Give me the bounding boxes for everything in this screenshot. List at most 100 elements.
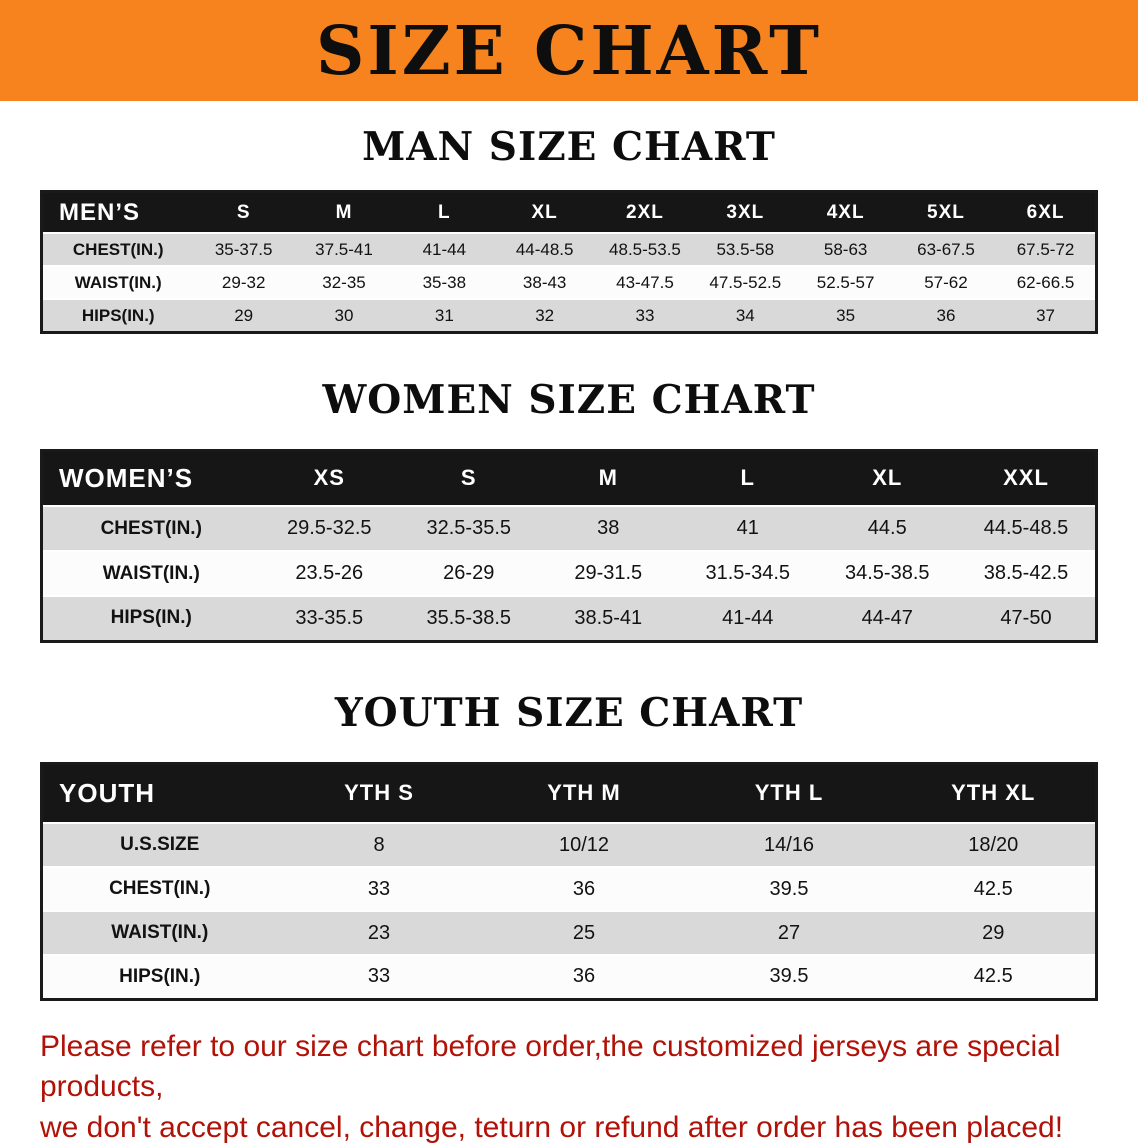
size-value-cell: 39.5 xyxy=(686,954,892,1000)
table-corner-label: YOUTH xyxy=(41,763,277,824)
row-label: WAIST(IN.) xyxy=(41,550,260,597)
row-label: U.S.SIZE xyxy=(41,822,277,868)
size-column-header: L xyxy=(678,450,818,507)
table-row: HIPS(IN.) 29 30 31 32 33 34 35 36 37 xyxy=(41,298,1097,333)
row-label: WAIST(IN.) xyxy=(41,265,194,300)
size-value-cell: 53.5-58 xyxy=(695,232,796,267)
youth-size-table: YOUTH YTH S YTH M YTH L YTH XL U.S.SIZE 8 10/12… xyxy=(40,761,1098,1001)
size-value-cell: 41 xyxy=(678,505,818,552)
size-value-cell: 23.5-26 xyxy=(259,550,399,597)
size-value-cell: 37.5-41 xyxy=(293,232,395,267)
size-value-cell: 36 xyxy=(481,866,687,912)
size-value-cell: 58-63 xyxy=(795,232,896,267)
size-value-cell: 23 xyxy=(276,910,482,956)
size-value-cell: 34 xyxy=(695,298,796,333)
size-value-cell: 38 xyxy=(538,505,678,552)
size-value-cell: 18/20 xyxy=(891,822,1097,868)
size-column-header: M xyxy=(293,191,395,234)
size-value-cell: 10/12 xyxy=(481,822,687,868)
size-value-cell: 36 xyxy=(895,298,997,333)
size-value-cell: 39.5 xyxy=(686,866,892,912)
size-column-header: S xyxy=(193,191,294,234)
men-section-heading: MAN SIZE CHART xyxy=(362,124,776,170)
size-value-cell: 35 xyxy=(795,298,896,333)
size-value-cell: 48.5-53.5 xyxy=(594,232,696,267)
size-value-cell: 38-43 xyxy=(494,265,595,300)
size-value-cell: 33 xyxy=(276,954,482,1000)
size-value-cell: 42.5 xyxy=(891,954,1097,1000)
size-value-cell: 44-48.5 xyxy=(494,232,595,267)
size-value-cell: 33 xyxy=(594,298,696,333)
size-value-cell: 47.5-52.5 xyxy=(695,265,796,300)
size-value-cell: 57-62 xyxy=(895,265,997,300)
table-row: U.S.SIZE 8 10/12 14/16 18/20 xyxy=(41,822,1097,868)
table-row: HIPS(IN.) 33-35.5 35.5-38.5 38.5-41 41-44 44-… xyxy=(41,595,1097,642)
youth-size-section: YOUTH SIZE CHART YOUTH YTH S YTH M YTH L YTH… xyxy=(0,689,1138,1001)
size-value-cell: 52.5-57 xyxy=(795,265,896,300)
size-column-header: YTH L xyxy=(686,763,892,824)
size-value-cell: 26-29 xyxy=(399,550,539,597)
size-value-cell: 30 xyxy=(293,298,395,333)
size-value-cell: 32-35 xyxy=(293,265,395,300)
disclaimer-line-2: we don't accept cancel, change, teturn o… xyxy=(40,1110,1064,1144)
size-column-header: 5XL xyxy=(895,191,997,234)
size-value-cell: 47-50 xyxy=(957,595,1097,642)
size-value-cell: 29-31.5 xyxy=(538,550,678,597)
size-value-cell: 25 xyxy=(481,910,687,956)
size-column-header: XL xyxy=(494,191,595,234)
row-label: CHEST(IN.) xyxy=(41,505,260,552)
table-corner-label: MEN’S xyxy=(41,191,194,234)
table-row: HIPS(IN.) 33 36 39.5 42.5 xyxy=(41,954,1097,1000)
size-column-header: XL xyxy=(817,450,957,507)
row-label: HIPS(IN.) xyxy=(41,595,260,642)
size-value-cell: 14/16 xyxy=(686,822,892,868)
size-value-cell: 43-47.5 xyxy=(594,265,696,300)
disclaimer-line-1: Please refer to our size chart before or… xyxy=(40,1029,1061,1104)
row-label: CHEST(IN.) xyxy=(41,232,194,267)
size-value-cell: 38.5-42.5 xyxy=(957,550,1097,597)
size-value-cell: 29.5-32.5 xyxy=(259,505,399,552)
size-value-cell: 62-66.5 xyxy=(996,265,1097,300)
size-value-cell: 44.5 xyxy=(817,505,957,552)
men-size-table: MEN’S S M L XL 2XL 3XL 4XL 5XL 6XL CHEST(IN.) 35-37… xyxy=(40,189,1098,334)
table-header-row: WOMEN’S XS S M L XL XXL xyxy=(41,450,1097,507)
size-column-header: YTH S xyxy=(276,763,482,824)
size-value-cell: 63-67.5 xyxy=(895,232,997,267)
youth-section-heading: YOUTH SIZE CHART xyxy=(334,689,804,736)
size-value-cell: 41-44 xyxy=(678,595,818,642)
women-size-table: WOMEN’S XS S M L XL XXL CHEST(IN.) 29.5-32.5 32.5… xyxy=(40,448,1098,643)
size-value-cell: 33 xyxy=(276,866,482,912)
women-size-section: WOMEN SIZE CHART WOMEN’S XS S M L XL XXL CHEST(… xyxy=(0,377,1138,643)
size-value-cell: 31.5-34.5 xyxy=(678,550,818,597)
disclaimer: Please refer to our size chart before or… xyxy=(40,1027,1100,1148)
row-label: CHEST(IN.) xyxy=(41,866,277,912)
banner: SIZE CHART xyxy=(0,0,1138,101)
table-row: WAIST(IN.) 23.5-26 26-29 29-31.5 31.5-34.5 34… xyxy=(41,550,1097,597)
size-column-header: S xyxy=(399,450,539,507)
table-row: CHEST(IN.) 33 36 39.5 42.5 xyxy=(41,866,1097,912)
size-column-header: 3XL xyxy=(695,191,796,234)
size-column-header: 2XL xyxy=(594,191,696,234)
size-value-cell: 35-37.5 xyxy=(193,232,294,267)
table-header-row: MEN’S S M L XL 2XL 3XL 4XL 5XL 6XL xyxy=(41,191,1097,234)
size-value-cell: 38.5-41 xyxy=(538,595,678,642)
size-value-cell: 32.5-35.5 xyxy=(399,505,539,552)
size-column-header: XS xyxy=(259,450,399,507)
size-column-header: 4XL xyxy=(795,191,896,234)
size-value-cell: 37 xyxy=(996,298,1097,333)
size-value-cell: 35-38 xyxy=(394,265,495,300)
size-value-cell: 8 xyxy=(276,822,482,868)
table-row: CHEST(IN.) 29.5-32.5 32.5-35.5 38 41 44.5 44.5… xyxy=(41,505,1097,552)
size-value-cell: 42.5 xyxy=(891,866,1097,912)
row-label: HIPS(IN.) xyxy=(41,954,277,1000)
size-value-cell: 34.5-38.5 xyxy=(817,550,957,597)
size-column-header: XXL xyxy=(957,450,1097,507)
size-column-header: 6XL xyxy=(996,191,1097,234)
table-header-row: YOUTH YTH S YTH M YTH L YTH XL xyxy=(41,763,1097,824)
size-value-cell: 29 xyxy=(193,298,294,333)
page-title: SIZE CHART xyxy=(315,11,822,90)
size-value-cell: 36 xyxy=(481,954,687,1000)
table-corner-label: WOMEN’S xyxy=(41,450,260,507)
size-value-cell: 33-35.5 xyxy=(259,595,399,642)
